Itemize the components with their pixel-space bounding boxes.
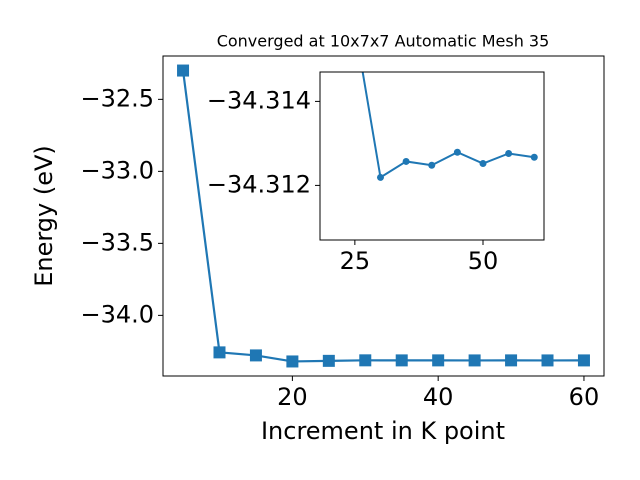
x-axis-label: Increment in K point <box>261 417 505 445</box>
x-tick-label: 50 <box>468 247 499 275</box>
marker <box>286 355 299 368</box>
marker <box>453 148 461 156</box>
y-axis-label: Energy (eV) <box>30 145 58 287</box>
marker <box>177 64 190 77</box>
marker <box>359 354 372 367</box>
x-tick-label: 20 <box>277 383 308 411</box>
x-tick-label: 25 <box>340 247 371 275</box>
marker <box>468 354 481 367</box>
marker <box>249 349 262 362</box>
marker <box>322 354 335 367</box>
axes-frame <box>319 71 545 241</box>
data-line <box>181 70 584 363</box>
y-tick-label: −34.314 <box>207 86 311 114</box>
x-tick-label: 40 <box>423 383 454 411</box>
marker <box>432 354 445 367</box>
marker <box>213 346 226 359</box>
marker <box>505 354 518 367</box>
marker <box>395 354 408 367</box>
marker <box>577 354 590 367</box>
y-tick-label: −33.0 <box>80 156 154 184</box>
data-line <box>361 72 535 180</box>
axes-frame <box>162 55 605 377</box>
marker <box>402 157 410 165</box>
marker <box>428 161 436 169</box>
y-tick-label: −33.5 <box>80 228 154 256</box>
x-tick-label: 60 <box>569 383 600 411</box>
marker <box>376 173 384 181</box>
y-tick-label: −34.0 <box>80 300 154 328</box>
marker <box>479 160 487 168</box>
y-tick-label: −34.312 <box>207 170 311 198</box>
marker <box>505 149 513 157</box>
y-tick-label: −32.5 <box>80 84 154 112</box>
marker <box>530 153 538 161</box>
marker <box>541 354 554 367</box>
chart-title: Converged at 10x7x7 Automatic Mesh 35 <box>217 32 550 51</box>
